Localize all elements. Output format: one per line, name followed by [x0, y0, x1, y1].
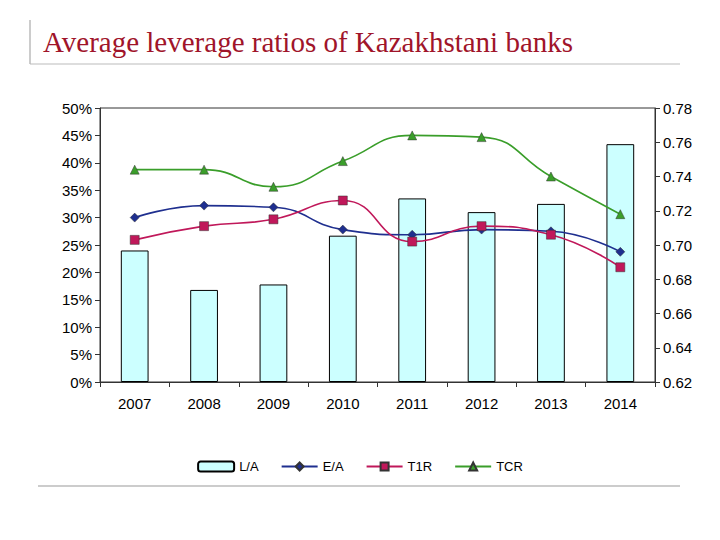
svg-text:0.74: 0.74	[663, 168, 692, 185]
svg-text:TCR: TCR	[496, 459, 523, 474]
svg-text:0%: 0%	[70, 374, 92, 391]
svg-text:50%: 50%	[62, 100, 92, 117]
svg-text:45%: 45%	[62, 127, 92, 144]
svg-text:L/A: L/A	[239, 459, 259, 474]
svg-text:25%: 25%	[62, 237, 92, 254]
svg-text:Average leverage ratios of Kaz: Average leverage ratios of Kazakhstani b…	[43, 26, 573, 58]
svg-text:5%: 5%	[70, 346, 92, 363]
svg-text:0.72: 0.72	[663, 202, 692, 219]
svg-text:0.68: 0.68	[663, 271, 692, 288]
svg-text:E/A: E/A	[323, 459, 344, 474]
svg-text:15%: 15%	[62, 291, 92, 308]
svg-text:20%: 20%	[62, 264, 92, 281]
svg-text:10%: 10%	[62, 319, 92, 336]
svg-text:0.62: 0.62	[663, 374, 692, 391]
svg-text:2014: 2014	[604, 395, 637, 412]
svg-text:2013: 2013	[534, 395, 567, 412]
svg-text:0.78: 0.78	[663, 100, 692, 117]
svg-text:40%: 40%	[62, 154, 92, 171]
svg-text:2010: 2010	[326, 395, 359, 412]
svg-text:35%: 35%	[62, 182, 92, 199]
svg-text:2007: 2007	[118, 395, 151, 412]
svg-text:2012: 2012	[465, 395, 498, 412]
svg-text:0.70: 0.70	[663, 237, 692, 254]
svg-text:T1R: T1R	[408, 459, 433, 474]
svg-text:0.66: 0.66	[663, 305, 692, 322]
svg-text:0.64: 0.64	[663, 339, 692, 356]
svg-text:30%: 30%	[62, 209, 92, 226]
svg-text:2008: 2008	[187, 395, 220, 412]
svg-text:2011: 2011	[396, 395, 428, 412]
svg-text:0.76: 0.76	[663, 134, 692, 151]
svg-text:2009: 2009	[257, 395, 290, 412]
